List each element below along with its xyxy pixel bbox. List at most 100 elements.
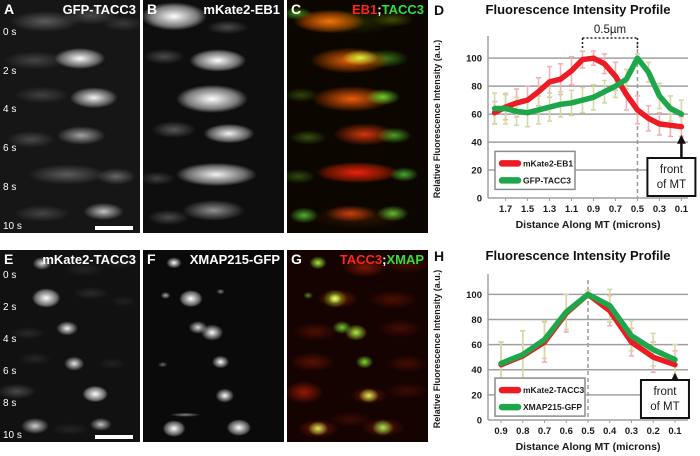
timelapse-strip xyxy=(287,38,428,78)
panel-a-title: GFP-TACC3 xyxy=(62,2,136,17)
timelapse-strip xyxy=(287,410,428,442)
timelapse-strip xyxy=(143,410,284,442)
timelapse-strip xyxy=(143,282,284,314)
svg-text:Relative Fluorescence Intensit: Relative Fluorescence Intensity (a.u.) xyxy=(432,270,442,429)
svg-text:0.5: 0.5 xyxy=(581,426,595,437)
panel-d-chart-title: Fluorescence Intensity Profile xyxy=(485,2,671,17)
timelapse-strip xyxy=(143,378,284,410)
timelapse-strip: 8 s xyxy=(0,155,140,195)
svg-text:of MT: of MT xyxy=(650,401,679,413)
svg-text:0.9: 0.9 xyxy=(587,204,600,215)
panel-e-letter: E xyxy=(4,251,14,267)
time-label: 8 s xyxy=(3,398,17,409)
timelapse-strip xyxy=(287,250,428,282)
time-label: 10 s xyxy=(3,220,22,232)
timelapse-strip: 10 s xyxy=(0,410,140,442)
svg-text:0.6: 0.6 xyxy=(560,426,573,437)
fluorescence-profile-plot-d: 0 20 40 60 80 100 1.7 1.5 1.3 1.1 0.9 0.7 0.5 0.3 0.1 D… xyxy=(432,24,697,231)
svg-text:GFP-TACC3: GFP-TACC3 xyxy=(523,175,571,185)
timelapse-strip xyxy=(287,0,428,39)
panel-h-chart: H Fluorescence Intensity Profile 0 20 40 60… xyxy=(430,246,700,456)
time-label: 4 s xyxy=(3,334,17,345)
time-label: 10 s xyxy=(3,430,22,441)
svg-text:0.7: 0.7 xyxy=(538,426,551,437)
panel-c-title: EB1;TACC3 xyxy=(352,2,424,17)
svg-text:mKate2-EB1: mKate2-EB1 xyxy=(523,158,573,168)
panel-b-title: mKate2-EB1 xyxy=(203,2,280,17)
panel-c-title-green: TACC3 xyxy=(381,2,424,17)
time-label: 6 s xyxy=(3,143,17,155)
panel-e-mkate2-tacc3: E mKate2-TACC3 0 s 2 s 4 s 6 s 8 s 10 s xyxy=(0,250,140,442)
time-label: 4 s xyxy=(3,104,17,116)
panel-d-chart: D Fluorescence Intensity Profile 0 20 40 60… xyxy=(430,0,700,236)
panel-c-letter: C xyxy=(291,1,302,17)
svg-text:0.3: 0.3 xyxy=(653,204,666,215)
panel-h-chart-title: Fluorescence Intensity Profile xyxy=(485,248,671,263)
svg-text:40: 40 xyxy=(471,365,482,376)
svg-text:0.3: 0.3 xyxy=(625,426,638,437)
timelapse-strip: 6 s xyxy=(0,346,140,378)
timelapse-strip xyxy=(143,314,284,346)
svg-text:0.1: 0.1 xyxy=(675,204,689,215)
timelapse-strip xyxy=(287,282,428,314)
time-label: 0 s xyxy=(3,270,17,281)
time-label: 8 s xyxy=(3,182,17,194)
panel-g-title-red: TACC3 xyxy=(339,252,383,267)
timelapse-strip: 2 s xyxy=(0,38,140,78)
panel-g-letter: G xyxy=(291,251,302,267)
svg-text:0.5: 0.5 xyxy=(631,204,645,215)
svg-text:0.9: 0.9 xyxy=(494,426,507,437)
panel-e-title: mKate2-TACC3 xyxy=(42,252,136,267)
timelapse-strip: 4 s xyxy=(0,77,140,117)
svg-text:0: 0 xyxy=(477,194,482,205)
panel-g-merge-tacc3-xmap: G TACC3;XMAP xyxy=(287,250,428,442)
panel-c-title-separator: ; xyxy=(377,2,382,17)
panel-a-gfp-tacc3: A GFP-TACC3 0 s 2 s 4 s 6 s 8 s 10 s xyxy=(0,0,140,233)
timelapse-strip: 10 s xyxy=(0,194,140,233)
svg-text:1.7: 1.7 xyxy=(499,204,512,215)
svg-text:0.7: 0.7 xyxy=(609,204,622,215)
timelapse-strip xyxy=(143,194,284,233)
svg-text:20: 20 xyxy=(471,390,482,401)
timelapse-strip xyxy=(143,155,284,195)
panel-g-title: TACC3;XMAP xyxy=(340,252,424,267)
svg-text:of MT: of MT xyxy=(657,179,686,191)
svg-text:1.1: 1.1 xyxy=(565,204,579,215)
svg-text:Distance Along MT (microns): Distance Along MT (microns) xyxy=(516,441,661,453)
timelapse-strip xyxy=(287,314,428,346)
panel-g-title-green: XMAP xyxy=(386,252,424,267)
svg-text:front: front xyxy=(660,164,684,176)
svg-text:60: 60 xyxy=(471,110,482,121)
timelapse-strip: 4 s xyxy=(0,314,140,346)
svg-text:100: 100 xyxy=(466,54,482,65)
scale-bar xyxy=(95,225,133,230)
panel-a-letter: A xyxy=(4,1,15,17)
svg-text:0.8: 0.8 xyxy=(516,426,529,437)
svg-text:40: 40 xyxy=(471,138,482,149)
svg-text:Distance Along MT (microns): Distance Along MT (microns) xyxy=(516,219,661,231)
time-label: 6 s xyxy=(3,366,17,377)
timelapse-strip: 0 s xyxy=(0,0,140,39)
panel-h-letter: H xyxy=(434,248,445,264)
panel-f-letter: F xyxy=(147,251,156,267)
fluorescence-profile-plot-h: 0 20 40 60 80 100 0.9 0.8 0.7 0.6 0.5 0.4 0.3 0.2 0.1 D… xyxy=(432,270,690,453)
svg-text:0.1: 0.1 xyxy=(668,426,682,437)
timelapse-strip xyxy=(287,116,428,156)
timelapse-strip: 8 s xyxy=(0,378,140,410)
scale-bar xyxy=(95,435,133,439)
time-label: 0 s xyxy=(3,26,17,38)
timelapse-strip xyxy=(287,378,428,410)
svg-text:1.5: 1.5 xyxy=(521,204,535,215)
panel-b-mkate2-eb1: B mKate2-EB1 xyxy=(143,0,284,233)
panel-b-letter: B xyxy=(147,1,158,17)
svg-text:0.5µm: 0.5µm xyxy=(594,24,626,36)
timelapse-strip: 0 s xyxy=(0,250,140,282)
svg-text:80: 80 xyxy=(471,315,482,326)
svg-text:1.3: 1.3 xyxy=(543,204,556,215)
time-label: 2 s xyxy=(3,65,17,77)
panel-c-merge-eb1-tacc3: C EB1;TACC3 xyxy=(287,0,428,233)
timelapse-strip xyxy=(143,77,284,117)
svg-text:XMAP215-GFP: XMAP215-GFP xyxy=(523,402,582,412)
panel-f-xmap215-gfp: F XMAP215-GFP xyxy=(143,250,284,442)
